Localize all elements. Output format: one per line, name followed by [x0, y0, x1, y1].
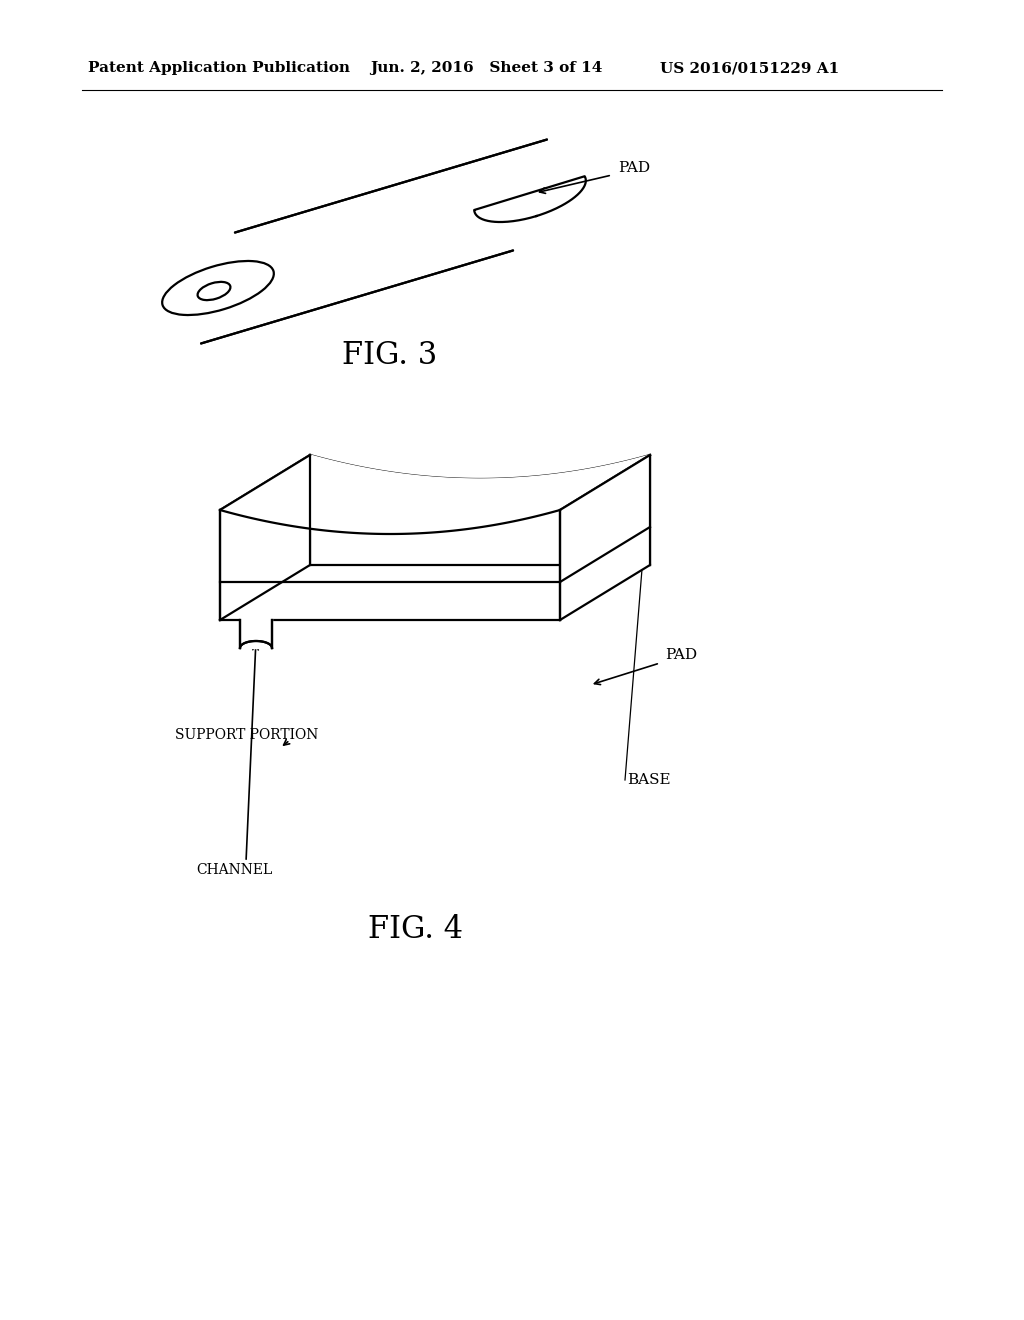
Text: FIG. 4: FIG. 4 [368, 915, 463, 945]
Polygon shape [220, 455, 650, 535]
Text: SUPPORT PORTION: SUPPORT PORTION [175, 729, 318, 742]
Text: PAD: PAD [618, 161, 650, 176]
Ellipse shape [474, 168, 586, 222]
Text: Jun. 2, 2016   Sheet 3 of 14: Jun. 2, 2016 Sheet 3 of 14 [370, 61, 602, 75]
Polygon shape [560, 455, 650, 620]
Text: CHANNEL: CHANNEL [196, 863, 272, 876]
Text: US 2016/0151229 A1: US 2016/0151229 A1 [660, 61, 840, 75]
Text: FIG. 3: FIG. 3 [342, 339, 437, 371]
Ellipse shape [162, 261, 273, 315]
Text: PAD: PAD [665, 648, 697, 663]
Polygon shape [220, 455, 310, 620]
Polygon shape [240, 618, 272, 648]
Text: BASE: BASE [627, 774, 671, 787]
Text: Patent Application Publication: Patent Application Publication [88, 61, 350, 75]
